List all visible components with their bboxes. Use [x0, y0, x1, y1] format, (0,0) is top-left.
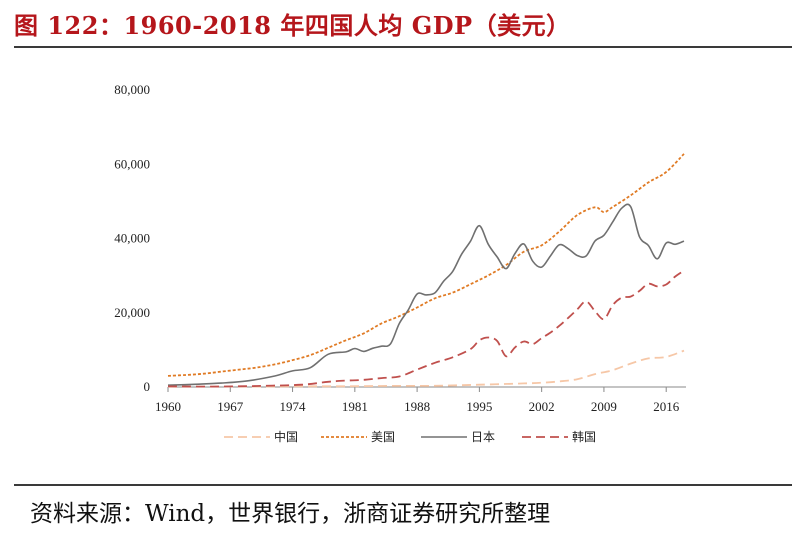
x-tick-label: 1967 [217, 399, 244, 414]
legend-label-中国: 中国 [274, 429, 298, 444]
x-tick-label: 1981 [342, 399, 368, 414]
y-tick-label: 60,000 [114, 156, 150, 171]
line-chart: 0 20,000 40,000 60,000 80,000 1960 1967 1974 198… [114, 82, 686, 444]
x-tick-label: 2016 [653, 399, 680, 414]
series-line-中国 [167, 349, 685, 388]
series-line-韩国 [167, 269, 685, 388]
figure-title: 图 122：1960-2018 年四国人均 GDP（美元） [14, 11, 571, 40]
chart-legend: 中国 美国 日本 韩国 [224, 429, 596, 444]
x-tick-label: 1960 [155, 399, 181, 414]
x-tick-label: 1974 [280, 399, 307, 414]
legend-label-韩国: 韩国 [572, 429, 596, 444]
title-divider [14, 46, 792, 48]
x-tick-label: 2002 [529, 399, 555, 414]
series-line-日本 [167, 203, 685, 386]
y-tick-label: 0 [144, 379, 151, 394]
chart-axes: 0 20,000 40,000 60,000 80,000 1960 1967 1974 198… [114, 82, 686, 414]
x-tick-label: 1988 [404, 399, 430, 414]
y-tick-label: 20,000 [114, 305, 150, 320]
source-divider [14, 484, 792, 486]
legend-label-日本: 日本 [471, 430, 495, 444]
legend-label-美国: 美国 [371, 430, 395, 444]
y-tick-label: 40,000 [114, 231, 150, 246]
source-note: 资料来源：Wind，世界银行，浙商证券研究所整理 [30, 501, 551, 527]
chart-lines [167, 153, 685, 388]
x-tick-label: 1995 [466, 399, 492, 414]
series-line-美国 [167, 153, 685, 377]
y-tick-label: 80,000 [114, 82, 150, 97]
x-tick-label: 2009 [591, 399, 617, 414]
